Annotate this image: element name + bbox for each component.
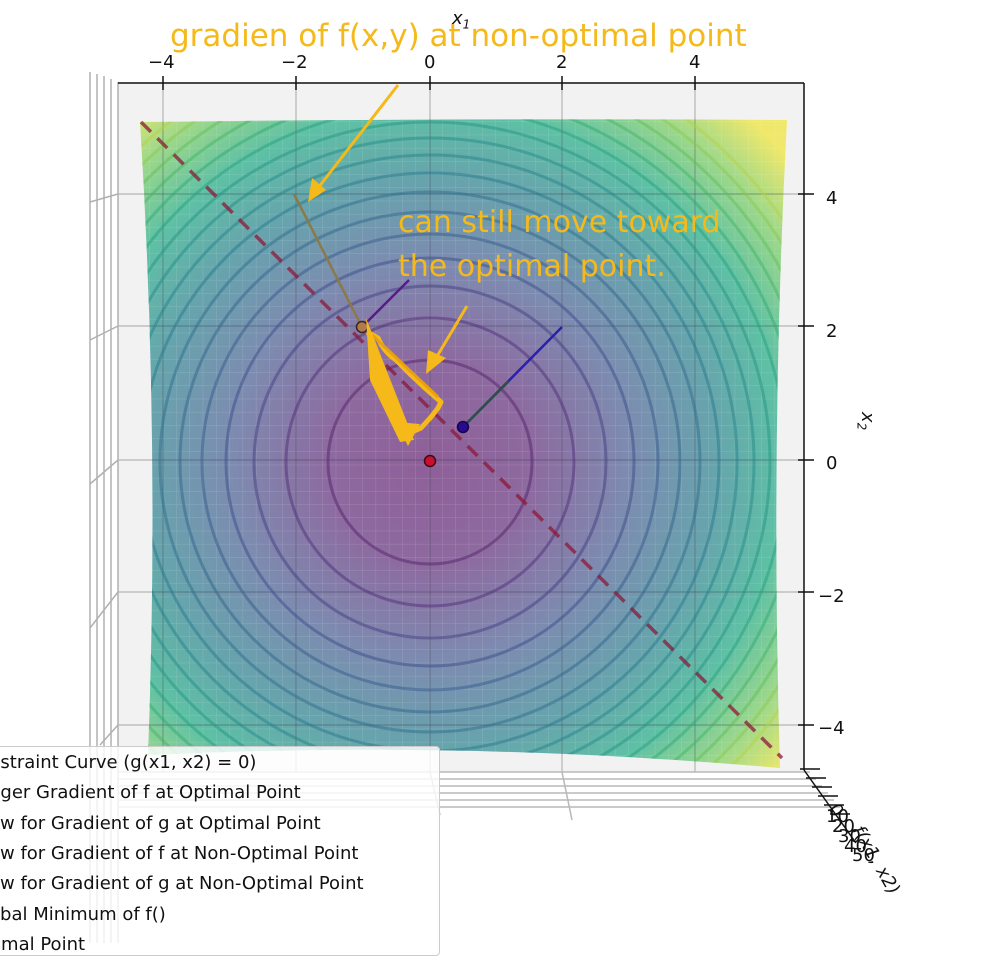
legend-item-gradient-g-optimal: ow for Gradient of g at Optimal Point [0, 813, 321, 834]
annotation-arrows [308, 84, 469, 446]
legend-item-constraint-curve: nstraint Curve (g(x1, x2) = 0) [0, 752, 257, 773]
gradient-g-nonoptimal-arrow [361, 279, 410, 328]
legend-item-gradient-g-nonoptimal: ow for Gradient of g at Non-Optimal Poin… [0, 873, 364, 894]
x-tick-label: −2 [281, 52, 308, 73]
non-optimal-point [355, 320, 369, 334]
z-tick-label: 30 [838, 826, 861, 847]
y-tick-label: −2 [818, 586, 845, 607]
y-tick-label: 2 [826, 321, 838, 342]
legend-item-optimal-point: timal Point [0, 934, 86, 955]
constraint-curve [139, 120, 784, 760]
y-tick-label: 4 [826, 188, 838, 209]
annotation-middle-line1: can still move toward [398, 205, 721, 240]
x2-axis-label: x2 [854, 412, 878, 431]
legend: nstraint Curve (g(x1, x2) = 0) nger Grad… [0, 746, 440, 956]
optimal-point [456, 420, 470, 434]
legend-item-gradient-f-nonoptimal: ow for Gradient of f at Non-Optimal Poin… [0, 843, 359, 864]
x-tick-label: 2 [556, 52, 568, 73]
z-tick-label: 50 [852, 845, 875, 866]
x1-axis-label: x1 [452, 8, 471, 32]
gradient-g-optimal-arrow [462, 380, 510, 428]
legend-item-gradient-f-optimal: nger Gradient of f at Optimal Point [0, 782, 301, 803]
axis-spines [118, 76, 857, 844]
z-tick-label: 10 [826, 806, 849, 827]
z-tick-label: 40 [844, 836, 867, 857]
annotation-top: gradien of f(x,y) at non-optimal point [170, 18, 747, 54]
x-tick-label: −4 [148, 52, 175, 73]
y-tick-label: −4 [818, 718, 845, 739]
z-tick-label: 20 [832, 816, 855, 837]
x-tick-label: 0 [424, 52, 436, 73]
global-minimum-point [423, 454, 437, 468]
y-tick-label: 0 [826, 453, 838, 474]
annotation-middle-line2: the optimal point. [398, 249, 666, 284]
legend-item-global-minimum: obal Minimum of f() [0, 904, 166, 925]
x-tick-label: 4 [689, 52, 701, 73]
gradient-f-nonoptimal-arrow [292, 193, 364, 328]
